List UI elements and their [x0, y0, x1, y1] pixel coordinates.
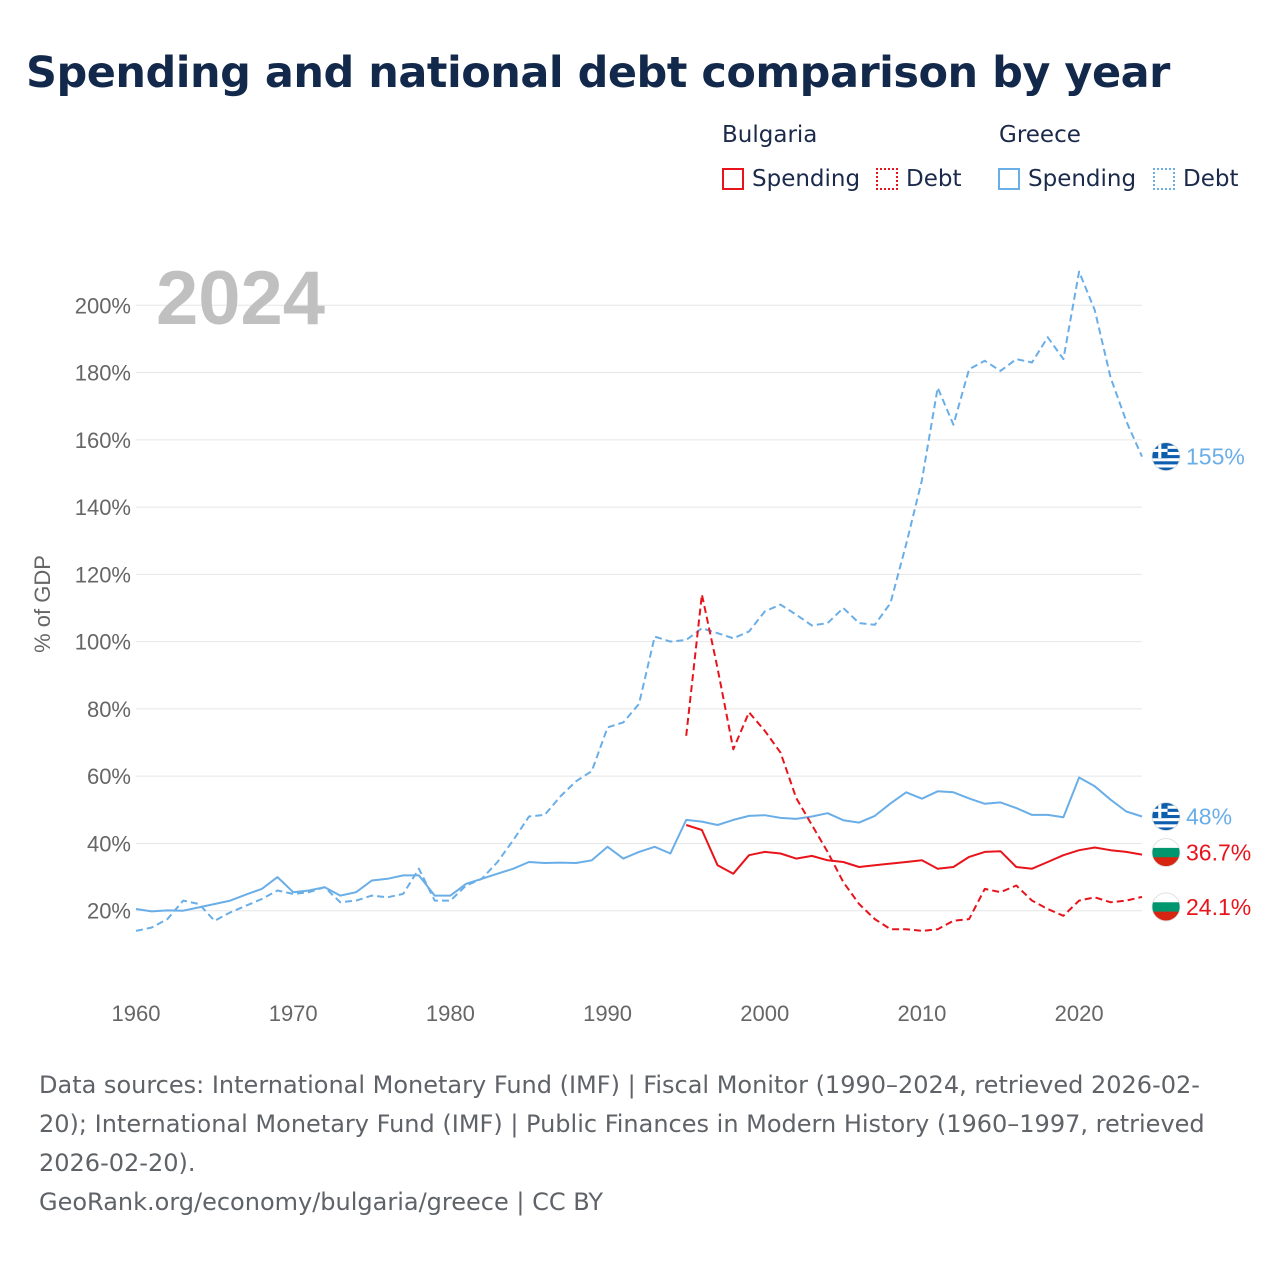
bulgaria-flag-stripe: [1152, 911, 1180, 921]
end-value-label: 48%: [1186, 804, 1232, 830]
legend-label: Debt: [1183, 166, 1239, 192]
greece-flag-stripe: [1152, 821, 1180, 825]
legend-item-greece-spending[interactable]: Spending: [998, 166, 1136, 192]
solid-line-swatch-icon: [998, 168, 1020, 190]
greece-flag-icon: [1151, 802, 1181, 831]
x-tick-label: 2020: [1055, 1001, 1104, 1026]
greece-flag-stripe: [1152, 827, 1180, 831]
x-tick-label: 2000: [740, 1001, 789, 1026]
y-tick-label: 100%: [75, 630, 131, 655]
x-tick-label: 1980: [426, 1001, 475, 1026]
greece-flag-cross: [1158, 442, 1162, 459]
y-tick-label: 180%: [75, 361, 131, 386]
end-value-label: 24.1%: [1186, 894, 1251, 920]
y-tick-label: 20%: [87, 899, 131, 924]
dotted-line-swatch-icon: [876, 168, 898, 190]
x-tick-label: 1990: [583, 1001, 632, 1026]
legend-label: Spending: [752, 166, 861, 192]
greece-flag-stripe: [1152, 464, 1180, 468]
end-value-label: 155%: [1186, 444, 1245, 470]
bulgaria-flag-stripe: [1152, 857, 1180, 867]
legend-label: Debt: [906, 166, 962, 192]
series-line-greece-debt: [135, 270, 1143, 932]
bulgaria-flag-stripe: [1152, 892, 1180, 903]
legend-item-bulgaria-spending[interactable]: Spending: [722, 166, 860, 192]
legend-item-greece-debt[interactable]: Debt: [1153, 166, 1238, 192]
solid-line-swatch-icon: [722, 168, 744, 190]
x-tick-label: 1960: [112, 1001, 161, 1026]
x-tick-label: 1970: [269, 1001, 318, 1026]
greece-flag-stripe: [1152, 467, 1180, 471]
chart-title: Spending and national debt comparison by…: [26, 48, 1170, 98]
greece-flag-stripe: [1152, 818, 1180, 822]
data-sources: Data sources: International Monetary Fun…: [39, 1071, 1205, 1177]
greece-flag-icon: [1151, 442, 1181, 472]
y-tick-label: 140%: [75, 495, 131, 520]
legend-item-bulgaria-debt[interactable]: Debt: [876, 166, 961, 192]
x-tick-label: 2010: [897, 1001, 946, 1026]
series-line-bulgaria-spending: [685, 824, 1143, 875]
y-tick-label: 120%: [75, 562, 131, 587]
series-line-greece-spending: [135, 776, 1143, 913]
legend-group-greece: Greece: [999, 122, 1081, 148]
year-label: 2024: [156, 256, 325, 341]
line-chart: 20% 40% 60% 80% 100% 120% 140% 160% 180% 200% 1960…: [30, 256, 1251, 1026]
y-tick-label: 80%: [87, 697, 131, 722]
y-axis-label: % of GDP: [30, 555, 55, 653]
dotted-line-swatch-icon: [1153, 168, 1175, 190]
y-tick-label: 200%: [75, 293, 131, 318]
greece-flag-cross: [1158, 802, 1162, 819]
y-tick-label: 60%: [87, 764, 131, 789]
bulgaria-flag-icon: [1151, 892, 1181, 922]
greece-flag-stripe: [1152, 824, 1180, 828]
bulgaria-flag-icon: [1151, 838, 1181, 867]
credit-link[interactable]: GeoRank.org/economy/bulgaria/greece | CC…: [39, 1188, 604, 1216]
bulgaria-flag-stripe: [1152, 838, 1180, 849]
series-line-bulgaria-debt: [685, 593, 1143, 932]
end-value-label: 36.7%: [1186, 840, 1251, 866]
bulgaria-flag-stripe: [1152, 902, 1180, 913]
y-tick-label: 160%: [75, 428, 131, 453]
greece-flag-stripe: [1152, 461, 1180, 465]
legend-group-bulgaria: Bulgaria: [722, 122, 818, 148]
greece-flag-stripe: [1152, 458, 1180, 462]
footer: Data sources: International Monetary Fun…: [39, 1066, 1239, 1222]
bulgaria-flag-stripe: [1152, 847, 1180, 858]
y-tick-label: 40%: [87, 831, 131, 856]
legend-label: Spending: [1028, 166, 1137, 192]
